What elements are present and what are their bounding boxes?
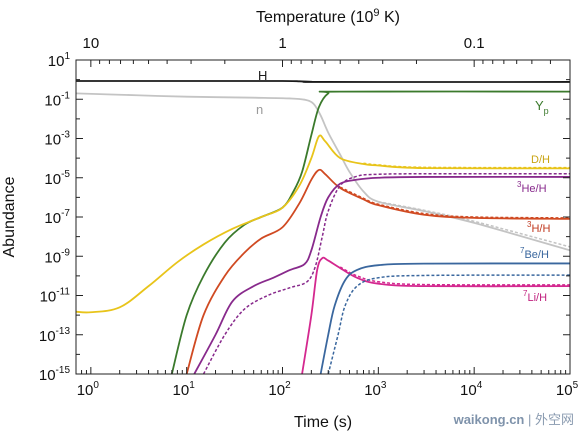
curve-label-be7: 7Be/H (520, 246, 549, 261)
watermark-brand: waikong.cn (453, 412, 525, 427)
series-3h-h-alt-dashed (339, 186, 570, 219)
curve-label-n: n (256, 102, 263, 117)
curve-label-li7: 7Li/H (523, 289, 547, 304)
curve-labels: Hn Yp D/H 3He/H 3H/H 7Be/H 7Li/H (256, 68, 550, 304)
watermark-separator: | (524, 412, 535, 427)
series-yp-line (170, 90, 570, 374)
y-tick-label: 101 (48, 51, 71, 70)
y-tick-label: 10-7 (44, 208, 70, 227)
top-tick-label: 1 (278, 35, 286, 52)
x-tick-label: 104 (460, 380, 483, 399)
top-axis-title: Temperature (109 K) (256, 7, 400, 26)
top-tick-label: 0.1 (464, 35, 485, 52)
y-tick-label: 10-9 (44, 247, 70, 266)
series-n-line (76, 92, 570, 252)
curve-label-h3: 3H/H (527, 220, 550, 235)
watermark-text: 外空网 (534, 412, 574, 427)
series-7be-h-line (319, 262, 570, 374)
series-d-h-alt-dashed (363, 162, 570, 169)
series-h-line (76, 80, 570, 83)
y-tick-label: 10-11 (40, 287, 71, 306)
y-tick-label: 10-5 (44, 169, 70, 188)
y-tick-label: 10-13 (39, 326, 71, 345)
y-tick-label: 10-3 (44, 130, 70, 149)
series-3h-h-line (185, 168, 570, 374)
series-3he-h-alt-dashed (202, 172, 570, 374)
watermark: waikong.cn | 外空网 (454, 409, 574, 428)
curve-label-yp: Yp (535, 98, 549, 116)
x-tick-label: 100 (77, 380, 100, 399)
series-7be-h-alt-dashed (327, 274, 570, 374)
y-tick-label: 10-1 (44, 90, 70, 109)
series-7li-h-alt-dashed (339, 266, 570, 286)
series-3he-h-line (193, 175, 570, 374)
curve-label-dh: D/H (531, 154, 550, 166)
top-tick-label: 10 (83, 35, 100, 52)
x-tick-label: 103 (364, 380, 387, 399)
series-7li-h-line (301, 256, 570, 374)
series-d-h-line (76, 134, 570, 314)
y-axis-title: Abundance (1, 176, 18, 257)
curve-label-he3: 3He/H (517, 180, 547, 195)
x-tick-label: 102 (268, 380, 291, 399)
series-layer (76, 80, 570, 374)
x-tick-label: 105 (556, 380, 579, 399)
x-tick-label: 101 (173, 380, 196, 399)
y-tick-label: 10-15 (39, 365, 71, 384)
x-axis-title: Time (s) (294, 414, 352, 431)
curve-label-h: H (258, 68, 267, 83)
